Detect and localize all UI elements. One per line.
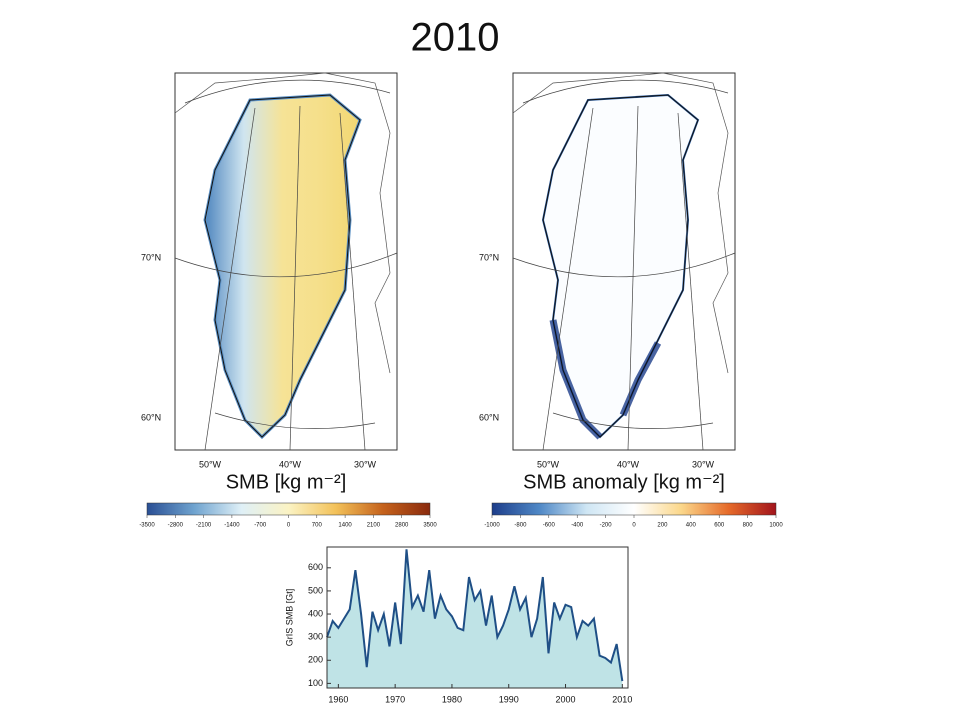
y-tick-label: 400: [308, 608, 323, 618]
colorbar: [491, 502, 777, 516]
y-axis-label: GrIS SMB [Gt]: [284, 589, 294, 647]
map-label: SMB [kg m⁻²]: [226, 471, 347, 493]
map: 70°N 60°N 50°W 40°W 30°W SMB [kg m⁻²]: [141, 72, 398, 493]
x-tick-label: 1970: [385, 694, 405, 704]
arc: [522, 79, 729, 104]
y-tick-label: 300: [308, 632, 323, 642]
lat-label: 70°N: [479, 252, 499, 262]
lat-label: 60°N: [479, 412, 499, 422]
map-label: SMB anomaly [kg m⁻²]: [523, 471, 725, 493]
y-tick-label: 100: [308, 678, 323, 688]
colorbar-tick-label: 1000: [769, 523, 783, 529]
colorbar-tick-label: -600: [543, 523, 556, 529]
colorbar-tick-label: -1400: [224, 523, 240, 529]
lon-label: 50°W: [199, 459, 222, 469]
meridian: [542, 107, 594, 451]
x-tick-label: 1980: [442, 694, 462, 704]
x-tick-label: 2000: [556, 694, 576, 704]
figure-title: 2010: [411, 16, 500, 60]
colorbar-tick-label: -400: [571, 523, 584, 529]
colorbar-tick-label: -800: [514, 523, 527, 529]
colorbar-tick-label: 2800: [395, 523, 409, 529]
lon-label: 40°W: [617, 459, 640, 469]
land-outline: [512, 72, 729, 374]
colorbar-tick-label: 3500: [423, 523, 437, 529]
plot-frame: [326, 546, 629, 689]
meridian: [289, 105, 301, 451]
colorbar-tick-label: -700: [254, 523, 267, 529]
lon-label: 30°W: [354, 459, 377, 469]
lon-label: 40°W: [279, 459, 302, 469]
colorbar-tick-label: -2100: [196, 523, 212, 529]
parallel: [552, 412, 714, 429]
lon-label: 50°W: [537, 459, 560, 469]
x-tick-label: 1990: [499, 694, 519, 704]
colorbar-tick-label: -200: [600, 523, 613, 529]
colorbar-tick-label: 600: [714, 523, 725, 529]
parallel: [214, 412, 376, 429]
lat-label: 60°N: [141, 412, 161, 422]
lat-label: 70°N: [141, 252, 161, 262]
land-outline: [174, 72, 391, 374]
x-tick-label: 2010: [612, 694, 632, 704]
colorbar-tick-label: 1400: [338, 523, 352, 529]
arc: [184, 79, 391, 104]
meridian: [339, 112, 366, 451]
colorbar-tick-label: -2800: [168, 523, 184, 529]
meridian: [627, 105, 639, 451]
meridian: [204, 107, 256, 451]
colorbar-tick-label: 400: [686, 523, 697, 529]
colorbar-tick-label: 800: [743, 523, 754, 529]
y-tick-label: 600: [308, 562, 323, 572]
meridian: [677, 112, 704, 451]
colorbar-tick-label: -3500: [139, 523, 155, 529]
map: 70°N 60°N 50°W 40°W 30°W SMB anomaly [kg m⁻²]: [479, 72, 736, 493]
colorbar-tick-label: -1000: [484, 523, 500, 529]
colorbar-tick-label: 0: [287, 523, 291, 529]
y-tick-label: 500: [308, 585, 323, 595]
y-tick-label: 200: [308, 655, 323, 665]
colorbar-tick-label: 0: [632, 523, 636, 529]
colorbar-tick-label: 2100: [367, 523, 381, 529]
x-tick-label: 1960: [328, 694, 348, 704]
colorbar-tick-label: 200: [657, 523, 668, 529]
parallel: [512, 252, 736, 278]
parallel: [174, 252, 398, 278]
colorbar-tick-label: 700: [312, 523, 323, 529]
colorbar: [146, 502, 431, 516]
line: [326, 549, 624, 682]
lon-label: 30°W: [692, 459, 715, 469]
